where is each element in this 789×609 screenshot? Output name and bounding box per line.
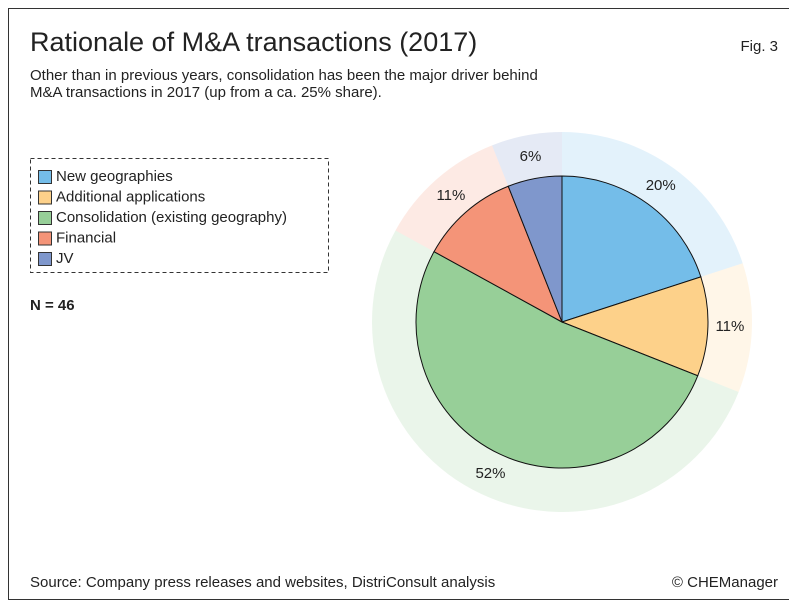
legend-label: Financial [56, 229, 116, 246]
figure-label: Fig. 3 [740, 38, 778, 55]
source: Source: Company press releases and websi… [30, 574, 495, 591]
data-label: 11% [715, 318, 744, 335]
data-label: 11% [436, 187, 465, 204]
subtitle: M&A transactions in 2017 (up from a ca. … [30, 84, 382, 101]
pie-slice [415, 250, 699, 469]
legend-swatch [38, 252, 52, 266]
legend-swatch [38, 190, 52, 205]
legend-label: Additional applications [56, 188, 205, 205]
data-label: 52% [475, 465, 505, 482]
subtitle: Other than in previous years, consolidat… [30, 67, 538, 84]
credit: © CHEManager [672, 574, 778, 591]
data-label: 6% [520, 148, 542, 165]
legend-swatch [38, 231, 52, 246]
pie-slice [561, 175, 702, 323]
legend-label: New geographies [56, 168, 173, 185]
annotation: N = 46 [30, 297, 75, 314]
data-label: 20% [646, 177, 676, 194]
frame [8, 8, 789, 600]
legend-label: Consolidation (existing geography) [56, 209, 287, 226]
legend-label: JV [56, 250, 74, 267]
pie-slice [560, 276, 709, 377]
legend-box [30, 158, 329, 273]
chart-title: Rationale of M&A transactions (2017) [30, 27, 477, 57]
legend-swatch [38, 211, 52, 225]
pie-slice [433, 185, 563, 324]
legend-swatch [38, 170, 52, 184]
pie-slice [507, 175, 563, 323]
